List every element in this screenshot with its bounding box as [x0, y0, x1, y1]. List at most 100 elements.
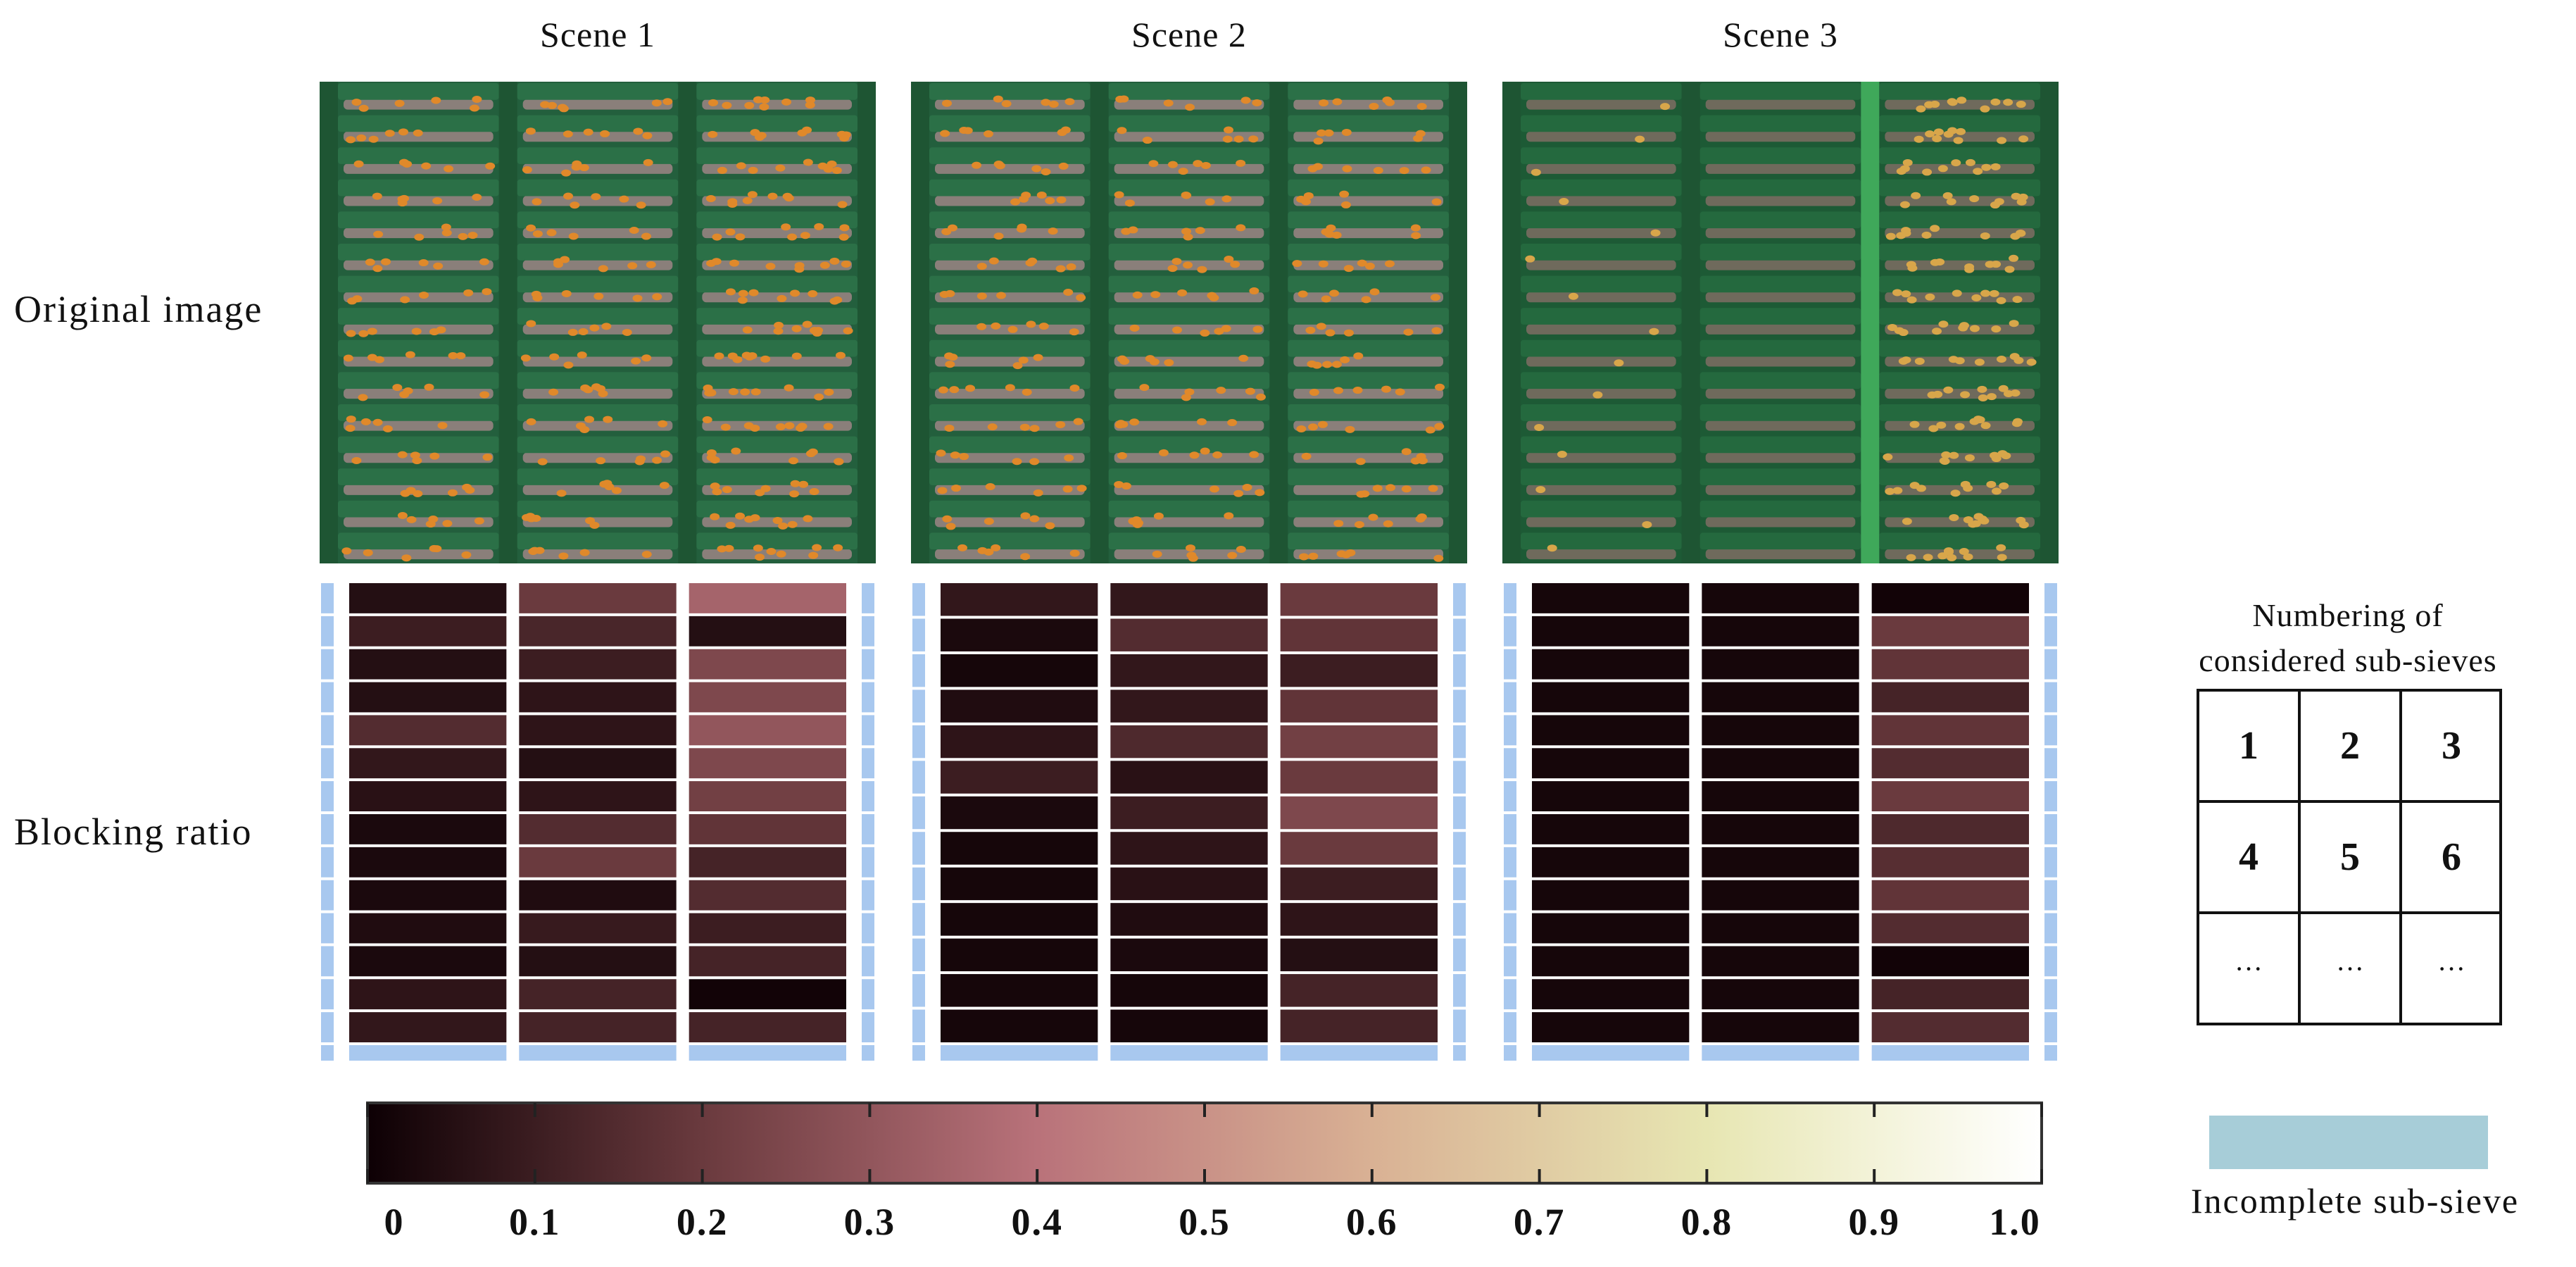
- sieve-slat: [1879, 372, 2040, 389]
- incomplete-side-left-1: [321, 583, 334, 613]
- grain: [1947, 554, 1957, 561]
- colorbar-tick-label: 0.6: [1346, 1201, 1398, 1243]
- incomplete-side-right-14: [2044, 1012, 2057, 1042]
- grain: [837, 201, 848, 208]
- grain: [729, 259, 739, 267]
- grain: [938, 386, 948, 394]
- grain: [345, 425, 356, 432]
- grain: [1055, 420, 1066, 428]
- grain: [367, 327, 377, 335]
- grain: [732, 356, 743, 363]
- grain: [351, 456, 362, 464]
- incomplete-side-left-14: [321, 1012, 334, 1042]
- grain: [1038, 323, 1049, 330]
- heat-cell-r10-c2: [1702, 880, 1859, 911]
- heat-cell-r1-c3: [689, 583, 846, 613]
- scene-1-title: Scene 1: [540, 15, 655, 54]
- heat-cell-r13-c3: [1280, 1009, 1438, 1042]
- grain: [1980, 105, 1990, 113]
- sieve-slat: [1521, 275, 1682, 293]
- grain: [591, 193, 601, 201]
- grain: [1224, 512, 1234, 520]
- grain: [1321, 295, 1331, 303]
- grain: [1369, 288, 1380, 296]
- sieve-slat: [338, 275, 499, 293]
- grain: [1224, 126, 1234, 134]
- sieve-slot: [1885, 388, 2035, 399]
- incomplete-bottom-c1: [1532, 1045, 1690, 1061]
- grain: [1021, 192, 1031, 199]
- heat-cell-r5-c3: [1280, 725, 1438, 759]
- incomplete-legend-swatch: [2209, 1116, 2488, 1169]
- grain: [1955, 127, 1966, 135]
- grain: [1909, 420, 1920, 428]
- sieve-slot: [1293, 324, 1443, 335]
- grain: [358, 330, 369, 337]
- grain: [1325, 329, 1336, 337]
- sieve-slot: [1526, 99, 1676, 110]
- grain: [583, 386, 593, 394]
- incomplete-side-right-2: [1453, 618, 1466, 651]
- grain: [1186, 544, 1196, 552]
- heat-cell-r4-c2: [1702, 682, 1859, 713]
- grain: [598, 389, 608, 397]
- colorbar-tick-label: 0.8: [1680, 1201, 1733, 1243]
- incomplete-side-right-5: [862, 715, 874, 746]
- heat-cell-r12-c3: [1280, 974, 1438, 1007]
- sieve-slot: [522, 420, 673, 431]
- grain: [1124, 199, 1135, 207]
- grain: [1386, 484, 1396, 492]
- heat-cell-r6-c3: [1871, 748, 2029, 779]
- sieve-slat: [1879, 436, 2040, 454]
- grain: [1171, 326, 1182, 334]
- grain: [405, 351, 415, 358]
- sieve-slat: [338, 468, 499, 485]
- grain: [363, 549, 373, 556]
- sieve-slot: [935, 420, 1085, 431]
- grain: [1971, 520, 1981, 528]
- heat-cell-r10-c1: [1532, 880, 1690, 911]
- heat-cell-r4-c3: [1871, 682, 2029, 713]
- heat-cell-r1-c1: [1532, 583, 1690, 613]
- grain: [1996, 356, 2006, 363]
- incomplete-legend-label: Incomplete sub-sieve: [2190, 1181, 2520, 1221]
- grain: [776, 550, 786, 558]
- grain: [1224, 256, 1234, 263]
- sieve-slat: [929, 308, 1091, 325]
- grain: [1435, 383, 1445, 391]
- heat-cell-r7-c2: [1702, 781, 1859, 811]
- grain: [589, 521, 600, 529]
- grain: [1991, 487, 2002, 495]
- sieve-slat: [1108, 211, 1270, 229]
- grain: [598, 265, 608, 273]
- incomplete-side-right-3: [2044, 649, 2057, 680]
- sieve-slat: [338, 179, 499, 196]
- grain: [1129, 324, 1140, 332]
- grain: [461, 551, 472, 558]
- sieve-slot: [1526, 163, 1676, 174]
- grain: [976, 263, 987, 270]
- grain: [787, 520, 798, 528]
- grain: [1614, 359, 1624, 367]
- sieve-slat: [1879, 275, 2040, 293]
- incomplete-side-right-12: [862, 946, 874, 977]
- grain: [1177, 289, 1188, 297]
- grain: [472, 193, 482, 201]
- colorbar-tick-label: 1.0: [1989, 1201, 2041, 1243]
- grain: [1238, 354, 1249, 362]
- incomplete-side-left-8: [1504, 814, 1516, 844]
- scene-2-photo: [911, 82, 1467, 563]
- grain: [360, 418, 371, 425]
- grain: [442, 520, 453, 528]
- grain: [1309, 389, 1319, 397]
- grain: [1339, 190, 1350, 198]
- grain: [1197, 266, 1207, 273]
- sieve-slat: [1879, 179, 2040, 196]
- grain: [1148, 160, 1159, 168]
- heat-cell-r7-c2: [1110, 796, 1268, 830]
- grain: [546, 229, 557, 237]
- grain: [976, 323, 987, 330]
- heat-cell-r6-c2: [1110, 761, 1268, 794]
- grain: [791, 325, 802, 332]
- grain: [959, 453, 969, 461]
